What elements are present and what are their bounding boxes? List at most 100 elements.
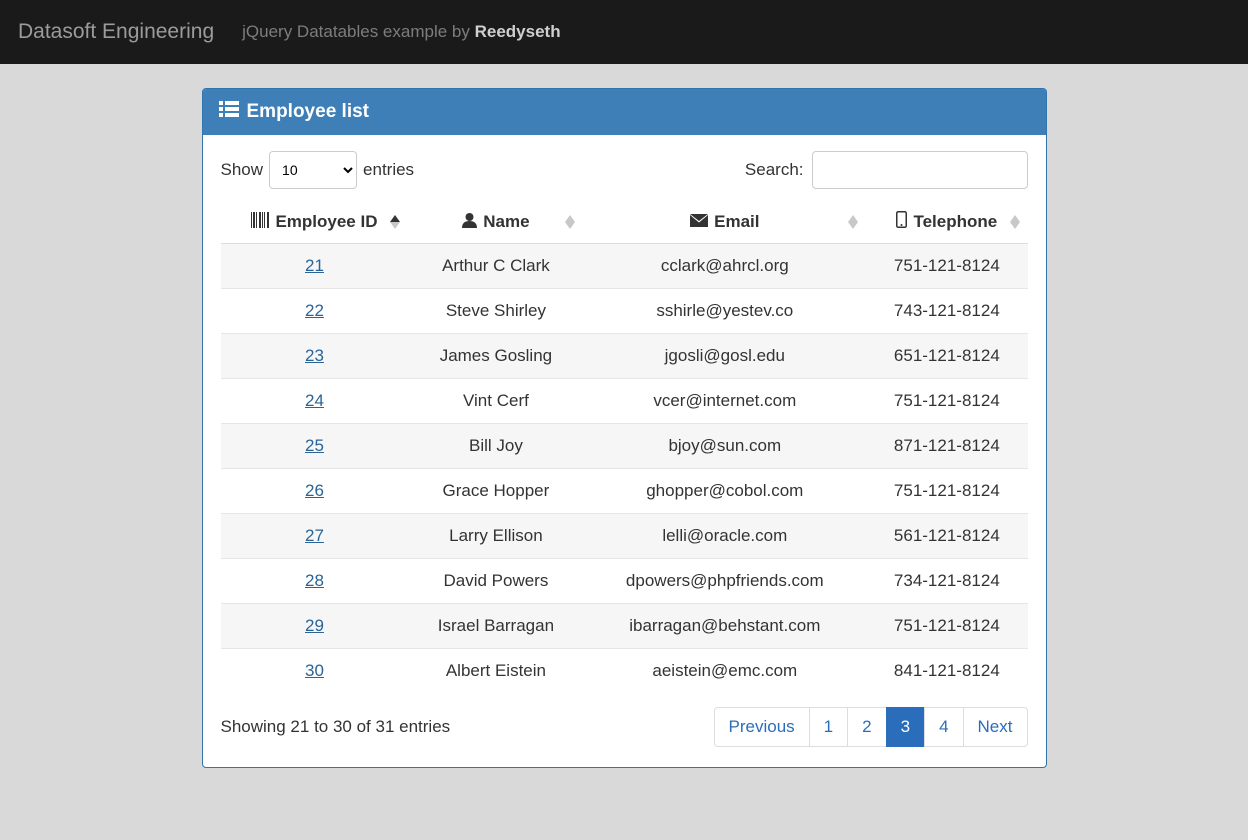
cell-phone: 751-121-8124 (866, 379, 1027, 424)
cell-email: aeistein@emc.com (583, 649, 866, 694)
table-row: 27 Larry Ellisonlelli@oracle.com561-121-8… (221, 514, 1028, 559)
cell-name: Bill Joy (408, 424, 583, 469)
employee-id-link[interactable]: 26 (305, 481, 324, 500)
cell-id: 30 (221, 649, 409, 694)
column-header-id[interactable]: Employee ID (221, 201, 409, 244)
table-row: 22 Steve Shirleysshirle@yestev.co743-121-… (221, 289, 1028, 334)
cell-id: 26 (221, 469, 409, 514)
cell-phone: 651-121-8124 (866, 334, 1027, 379)
sort-icon (390, 215, 400, 229)
employee-id-link[interactable]: 28 (305, 571, 324, 590)
sort-icon (848, 215, 858, 229)
navbar-brand[interactable]: Datasoft Engineering (18, 20, 214, 44)
column-header-email[interactable]: Email (583, 201, 866, 244)
cell-email: cclark@ahrcl.org (583, 244, 866, 289)
barcode-icon (251, 212, 269, 233)
user-icon (462, 212, 477, 233)
cell-email: bjoy@sun.com (583, 424, 866, 469)
cell-id: 24 (221, 379, 409, 424)
cell-id: 21 (221, 244, 409, 289)
cell-phone: 871-121-8124 (866, 424, 1027, 469)
table-row: 24 Vint Cerfvcer@internet.com751-121-8124 (221, 379, 1028, 424)
pagination: Previous1234Next (715, 707, 1028, 747)
length-label-before: Show (221, 160, 264, 180)
cell-phone: 751-121-8124 (866, 604, 1027, 649)
employee-id-link[interactable]: 25 (305, 436, 324, 455)
column-header-phone[interactable]: Telephone (866, 201, 1027, 244)
cell-name: David Powers (408, 559, 583, 604)
sort-icon (565, 215, 575, 229)
table-row: 29 Israel Barraganibarragan@behstant.com7… (221, 604, 1028, 649)
employee-id-link[interactable]: 22 (305, 301, 324, 320)
cell-email: sshirle@yestev.co (583, 289, 866, 334)
cell-email: dpowers@phpfriends.com (583, 559, 866, 604)
pagination-page-2[interactable]: 2 (847, 707, 886, 747)
table-row: 23 James Goslingjgosli@gosl.edu651-121-81… (221, 334, 1028, 379)
search-label: Search: (745, 160, 804, 180)
length-label-after: entries (363, 160, 414, 180)
cell-name: Albert Eistein (408, 649, 583, 694)
pagination-page-3[interactable]: 3 (886, 707, 925, 747)
employee-id-link[interactable]: 27 (305, 526, 324, 545)
pagination-page-1[interactable]: 1 (809, 707, 848, 747)
table-row: 28 David Powersdpowers@phpfriends.com734-… (221, 559, 1028, 604)
cell-name: James Gosling (408, 334, 583, 379)
table-row: 21 Arthur C Clarkcclark@ahrcl.org751-121-… (221, 244, 1028, 289)
cell-id: 25 (221, 424, 409, 469)
column-label: Telephone (913, 212, 997, 232)
employee-id-link[interactable]: 23 (305, 346, 324, 365)
navbar-subtitle-prefix: jQuery Datatables example by (242, 22, 474, 41)
cell-id: 28 (221, 559, 409, 604)
cell-phone: 751-121-8124 (866, 469, 1027, 514)
search-control: Search: (745, 151, 1028, 189)
navbar: Datasoft Engineering jQuery Datatables e… (0, 0, 1248, 64)
employee-id-link[interactable]: 24 (305, 391, 324, 410)
navbar-subtitle: jQuery Datatables example by Reedyseth (242, 22, 560, 42)
table-row: 26 Grace Hopperghopper@cobol.com751-121-8… (221, 469, 1028, 514)
cell-phone: 841-121-8124 (866, 649, 1027, 694)
cell-phone: 751-121-8124 (866, 244, 1027, 289)
cell-name: Steve Shirley (408, 289, 583, 334)
navbar-subtitle-author: Reedyseth (475, 22, 561, 41)
employee-id-link[interactable]: 30 (305, 661, 324, 680)
cell-name: Grace Hopper (408, 469, 583, 514)
length-select[interactable]: 102550100 (269, 151, 357, 189)
pagination-page-4[interactable]: 4 (924, 707, 963, 747)
employee-id-link[interactable]: 29 (305, 616, 324, 635)
cell-email: ghopper@cobol.com (583, 469, 866, 514)
sort-icon (1010, 215, 1020, 229)
cell-phone: 743-121-8124 (866, 289, 1027, 334)
pagination-next[interactable]: Next (963, 707, 1028, 747)
column-label: Email (714, 212, 759, 232)
column-header-name[interactable]: Name (408, 201, 583, 244)
employee-panel: Employee list Show 102550100 entries Sea… (202, 88, 1047, 768)
cell-id: 29 (221, 604, 409, 649)
column-label: Name (483, 212, 529, 232)
cell-email: jgosli@gosl.edu (583, 334, 866, 379)
panel-title: Employee list (247, 101, 370, 123)
cell-name: Vint Cerf (408, 379, 583, 424)
list-icon (219, 101, 239, 123)
search-input[interactable] (812, 151, 1028, 189)
cell-phone: 561-121-8124 (866, 514, 1027, 559)
mobile-icon (896, 211, 907, 233)
cell-name: Larry Ellison (408, 514, 583, 559)
cell-id: 23 (221, 334, 409, 379)
panel-heading: Employee list (203, 89, 1046, 135)
length-control: Show 102550100 entries (221, 151, 415, 189)
table-row: 30 Albert Eisteinaeistein@emc.com841-121-… (221, 649, 1028, 694)
column-label: Employee ID (275, 212, 377, 232)
cell-phone: 734-121-8124 (866, 559, 1027, 604)
cell-id: 27 (221, 514, 409, 559)
cell-id: 22 (221, 289, 409, 334)
cell-email: lelli@oracle.com (583, 514, 866, 559)
cell-email: ibarragan@behstant.com (583, 604, 866, 649)
table-info: Showing 21 to 30 of 31 entries (221, 717, 451, 737)
pagination-previous[interactable]: Previous (714, 707, 810, 747)
table-row: 25 Bill Joybjoy@sun.com871-121-8124 (221, 424, 1028, 469)
cell-email: vcer@internet.com (583, 379, 866, 424)
employee-id-link[interactable]: 21 (305, 256, 324, 275)
employee-table: Employee ID Name Email Telephone 21 Arthur C… (221, 201, 1028, 693)
cell-name: Israel Barragan (408, 604, 583, 649)
cell-name: Arthur C Clark (408, 244, 583, 289)
